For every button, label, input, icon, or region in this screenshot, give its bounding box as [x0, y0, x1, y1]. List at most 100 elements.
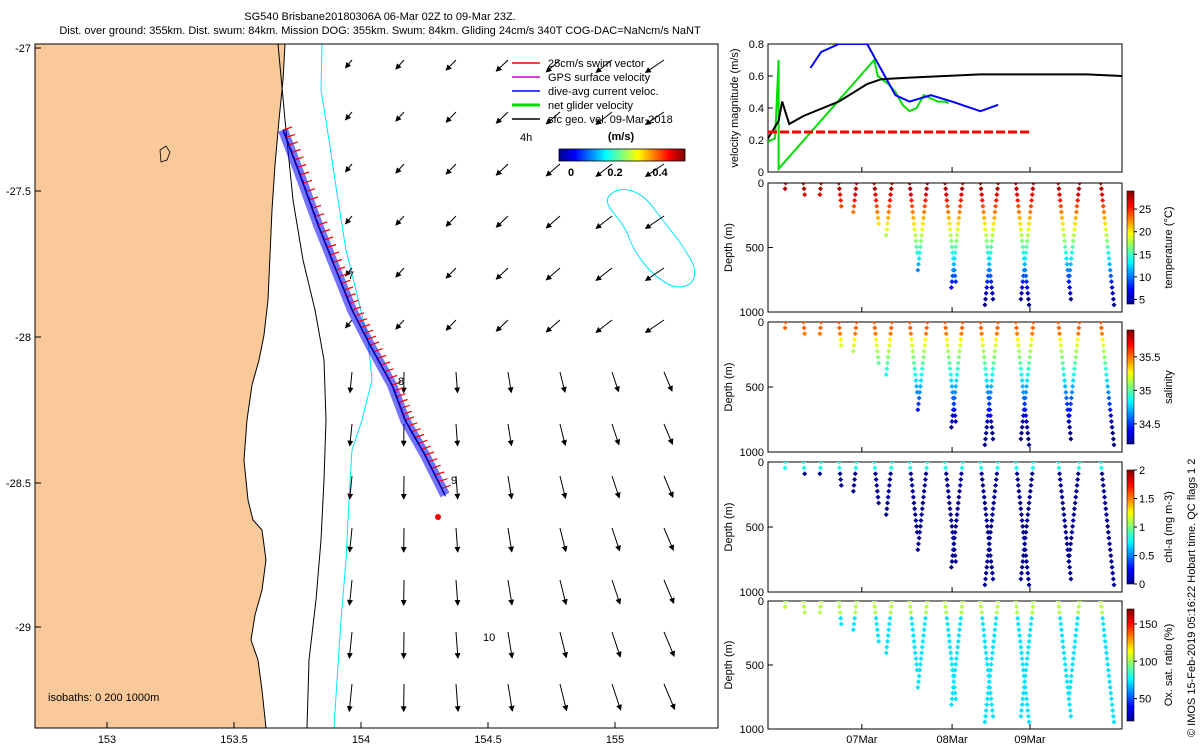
geo-velocity-arrow: [445, 111, 457, 123]
profile-point: [1019, 284, 1025, 290]
profile-point: [1073, 488, 1079, 494]
profile-point: [944, 477, 950, 483]
profile-point: [957, 482, 963, 488]
profile-point: [908, 197, 914, 203]
profile-point: [1025, 506, 1031, 512]
profile-point: [1100, 615, 1106, 621]
profile-point: [1071, 644, 1077, 650]
profile-point: [1031, 601, 1036, 604]
profile-point: [1018, 512, 1024, 518]
profile-point: [1061, 650, 1067, 656]
profile-point: [883, 372, 889, 378]
swim-vector: [377, 354, 387, 359]
profile-point: [994, 471, 1000, 477]
profile-point: [1063, 529, 1069, 535]
profile-point: [1027, 215, 1033, 221]
profile-point: [943, 192, 949, 198]
profile-point: [1110, 296, 1116, 302]
geo-velocity-arrow: [395, 319, 405, 330]
profile-point: [916, 395, 922, 401]
profile-point: [1073, 633, 1079, 639]
profile-point: [1102, 221, 1108, 227]
geo-velocity-arrow: [611, 527, 621, 552]
profile-point: [912, 226, 918, 232]
profile-point: [984, 696, 990, 702]
profile-point: [982, 442, 988, 448]
profile-point: [1067, 684, 1073, 690]
profile-point: [852, 337, 858, 343]
profile-point: [1068, 261, 1074, 267]
profile-point: [838, 621, 844, 627]
profile-point: [1100, 342, 1106, 348]
profile-point: [1069, 529, 1075, 535]
profile-point: [1027, 627, 1033, 633]
swim-vector: [302, 179, 313, 184]
profile-point: [917, 529, 923, 535]
profile-point: [990, 296, 996, 302]
profile-point: [850, 348, 856, 354]
profile-point: [1075, 610, 1081, 616]
profile-point: [1105, 250, 1111, 256]
profile-point: [917, 389, 923, 395]
profile-point: [1062, 661, 1068, 667]
profile-point: [1067, 424, 1073, 430]
profile-point: [1109, 702, 1115, 708]
profile-point: [979, 471, 985, 477]
profile-point: [838, 342, 844, 348]
profile-point: [953, 656, 959, 662]
profile-point: [984, 284, 990, 290]
profile-point: [1106, 255, 1112, 261]
profile-point: [1028, 203, 1034, 209]
profile-point: [1028, 621, 1034, 627]
profile-point: [985, 273, 991, 279]
profile-point: [992, 348, 998, 354]
day-label: 9: [451, 475, 457, 487]
profile-point: [923, 471, 929, 477]
geo-velocity-arrow: [595, 215, 613, 230]
profile-point: [953, 418, 959, 424]
profile-point: [851, 342, 857, 348]
profile-point: [888, 604, 894, 610]
profile-point: [1072, 638, 1078, 644]
profile-point: [950, 690, 956, 696]
profile-point: [1057, 610, 1063, 616]
profile-point: [907, 601, 913, 604]
profile-point: [952, 250, 958, 256]
profile-point: [984, 558, 990, 564]
four-hour-label: 4h: [520, 132, 532, 144]
geo-velocity-arrow: [454, 423, 461, 447]
profile-point: [988, 523, 994, 529]
profile-point: [919, 372, 925, 378]
profile-point: [1024, 702, 1030, 708]
profile-point: [1018, 366, 1024, 372]
latitude-axis: -27 -27.5 -28 -28.5 -29: [6, 43, 41, 634]
profile-point: [1075, 615, 1081, 621]
profile-point: [953, 696, 959, 702]
profile-point: [907, 183, 913, 186]
profile-point: [1017, 215, 1023, 221]
profile-point: [921, 633, 927, 639]
profile-point: [948, 512, 954, 518]
profile-point: [982, 226, 988, 232]
profile-point: [959, 325, 965, 331]
profile-point: [883, 650, 889, 656]
profile-point: [981, 488, 987, 494]
profile-point: [988, 279, 994, 285]
profile-point: [874, 488, 880, 494]
swim-vector: [323, 236, 334, 241]
profile-point: [912, 372, 918, 378]
profile-point: [1059, 494, 1065, 500]
profile-point: [782, 325, 788, 331]
profile-point: [1024, 279, 1030, 285]
profile-point: [921, 209, 927, 215]
profile-point: [1014, 610, 1020, 616]
profile-point: [1020, 696, 1026, 702]
swim-vector: [414, 433, 425, 439]
geo-velocity-arrow: [644, 215, 665, 229]
velocity-y-tick-label: 0.4: [749, 103, 764, 115]
profile-point: [993, 621, 999, 627]
profile-panel-1: 0 500 1000 Depth (m) 5 10 15 20 25 temperature (°…: [723, 178, 1175, 319]
profile-point: [1016, 209, 1022, 215]
profile-point: [1057, 331, 1063, 337]
profile-point: [946, 360, 952, 366]
